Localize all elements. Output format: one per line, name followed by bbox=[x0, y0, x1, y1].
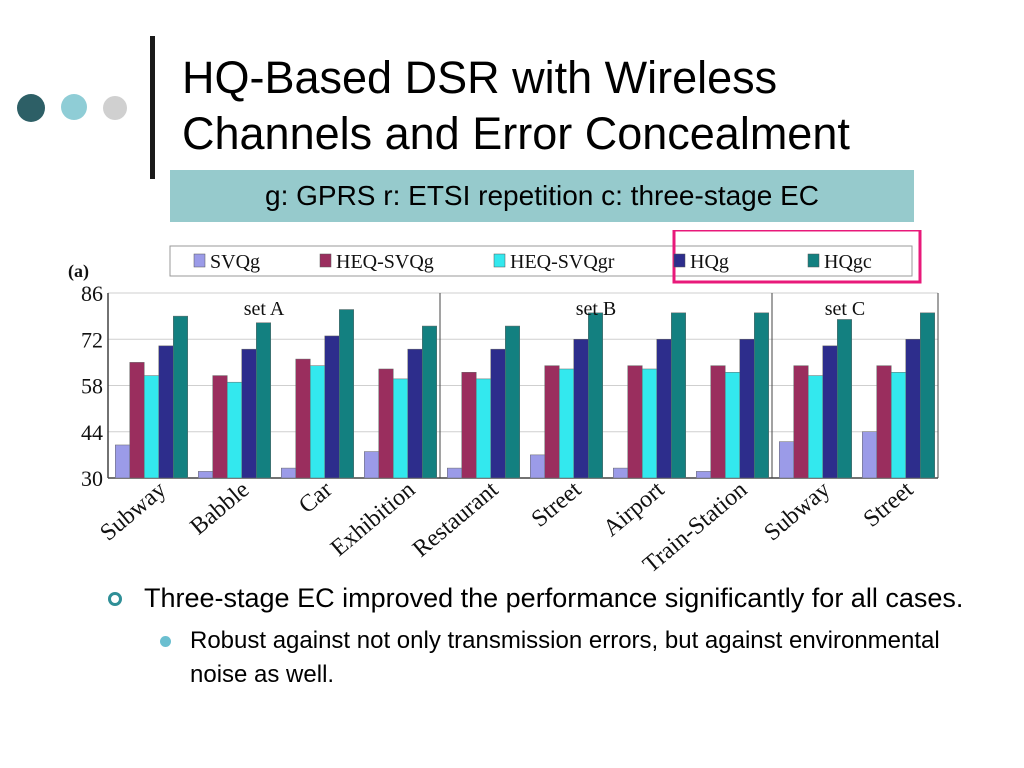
bar bbox=[241, 348, 257, 479]
y-tick-label: 30 bbox=[81, 466, 103, 491]
dot-gray bbox=[103, 96, 127, 120]
bar bbox=[920, 312, 935, 479]
bar bbox=[710, 365, 726, 479]
bar bbox=[281, 467, 296, 479]
bar bbox=[862, 431, 877, 479]
bar bbox=[627, 365, 643, 479]
bar bbox=[393, 378, 408, 479]
x-tick-label: Street bbox=[859, 476, 919, 532]
y-tick-label: 72 bbox=[81, 327, 103, 352]
slide-title: HQ-Based DSR with Wireless Channels and … bbox=[182, 50, 1002, 162]
bar bbox=[876, 365, 892, 479]
bar bbox=[144, 375, 159, 479]
bar bbox=[461, 372, 477, 479]
bullet-list: Three-stage EC improved the performance … bbox=[100, 580, 980, 692]
bar bbox=[739, 339, 755, 479]
dot-dark bbox=[17, 94, 45, 122]
x-tick-label: Babble bbox=[186, 477, 255, 541]
bar bbox=[905, 339, 921, 479]
bar bbox=[642, 368, 657, 479]
title-line-1: HQ-Based DSR with Wireless bbox=[182, 52, 778, 103]
x-tick-label: Exhibition bbox=[326, 477, 420, 562]
bar bbox=[115, 444, 130, 479]
bar bbox=[378, 368, 394, 479]
panel-label: (a) bbox=[68, 261, 89, 282]
y-tick-label: 44 bbox=[81, 420, 103, 445]
bar bbox=[364, 451, 379, 479]
bullet-ring-icon bbox=[108, 592, 122, 606]
chart: SVQg HEQ-SVQg HEQ-SVQgr HQg HQgc (a) 30 44 58 72 8… bbox=[62, 228, 974, 580]
bar bbox=[447, 467, 462, 479]
bar bbox=[422, 325, 437, 479]
bar bbox=[407, 348, 423, 479]
bar bbox=[822, 345, 838, 479]
title-divider bbox=[150, 36, 155, 179]
sub-bullet-text: Robust against not only transmission err… bbox=[190, 627, 940, 688]
bullet-item: Three-stage EC improved the performance … bbox=[100, 580, 980, 616]
bar bbox=[808, 375, 823, 479]
bar bbox=[173, 315, 188, 479]
bar bbox=[158, 345, 174, 479]
x-tick-label: Subway bbox=[759, 477, 835, 547]
bar-chart: SVQg HEQ-SVQg HEQ-SVQgr HQg HQgc (a) 30 44 58 72 8… bbox=[68, 228, 939, 578]
legend-swatch bbox=[319, 253, 332, 268]
legend-swatch bbox=[673, 253, 686, 268]
bar bbox=[696, 471, 711, 479]
bar bbox=[725, 372, 740, 479]
bar bbox=[295, 358, 311, 479]
legend-swatch bbox=[493, 253, 506, 268]
bar bbox=[613, 467, 628, 479]
legend-label: SVQg bbox=[210, 251, 260, 273]
bar bbox=[129, 362, 145, 479]
legend-box bbox=[169, 245, 913, 277]
legend-label: HQg bbox=[690, 251, 729, 273]
bar bbox=[891, 372, 906, 479]
bar bbox=[573, 339, 589, 479]
dot-light bbox=[61, 94, 87, 120]
group-label: set B bbox=[576, 298, 617, 320]
bar bbox=[559, 368, 574, 479]
bar bbox=[256, 322, 271, 479]
bar bbox=[754, 312, 769, 479]
bar bbox=[544, 365, 560, 479]
bar bbox=[310, 365, 325, 479]
subtitle-text: g: GPRS r: ETSI repetition c: three-stag… bbox=[265, 180, 819, 211]
bar bbox=[198, 471, 213, 479]
group-label: set C bbox=[825, 298, 866, 320]
decorative-dots bbox=[0, 0, 140, 220]
x-tick-label: Airport bbox=[599, 476, 670, 542]
bar bbox=[656, 339, 672, 479]
title-line-2: Channels and Error Concealment bbox=[182, 108, 850, 159]
x-tick-label: Car bbox=[294, 477, 337, 519]
bar bbox=[779, 441, 794, 479]
bar bbox=[227, 381, 242, 479]
legend-label: HQgc bbox=[824, 251, 872, 273]
bar bbox=[793, 365, 809, 479]
bullet-text: Three-stage EC improved the performance … bbox=[144, 583, 964, 613]
bar bbox=[530, 454, 545, 479]
bar bbox=[212, 375, 228, 479]
bar bbox=[837, 319, 852, 479]
group-label: set A bbox=[244, 298, 285, 320]
bar bbox=[588, 312, 603, 479]
legend-label: HEQ-SVQgr bbox=[510, 251, 615, 273]
legend-swatch bbox=[193, 253, 206, 268]
bar bbox=[339, 309, 354, 479]
x-tick-label: Restaurant bbox=[408, 476, 504, 562]
x-tick-label: Street bbox=[527, 476, 587, 532]
bar bbox=[671, 312, 686, 479]
subtitle-box: g: GPRS r: ETSI repetition c: three-stag… bbox=[170, 170, 914, 222]
legend-label: HEQ-SVQg bbox=[336, 251, 434, 273]
legend-swatch bbox=[807, 253, 820, 268]
bullet-dot-icon bbox=[160, 636, 171, 647]
sub-bullet-item: Robust against not only transmission err… bbox=[100, 624, 980, 692]
y-tick-label: 86 bbox=[81, 281, 103, 306]
x-tick-label: Subway bbox=[95, 477, 171, 547]
y-tick-label: 58 bbox=[81, 374, 103, 399]
bar bbox=[505, 325, 520, 479]
bar bbox=[476, 378, 491, 479]
bar bbox=[324, 335, 340, 479]
bar bbox=[490, 348, 506, 479]
